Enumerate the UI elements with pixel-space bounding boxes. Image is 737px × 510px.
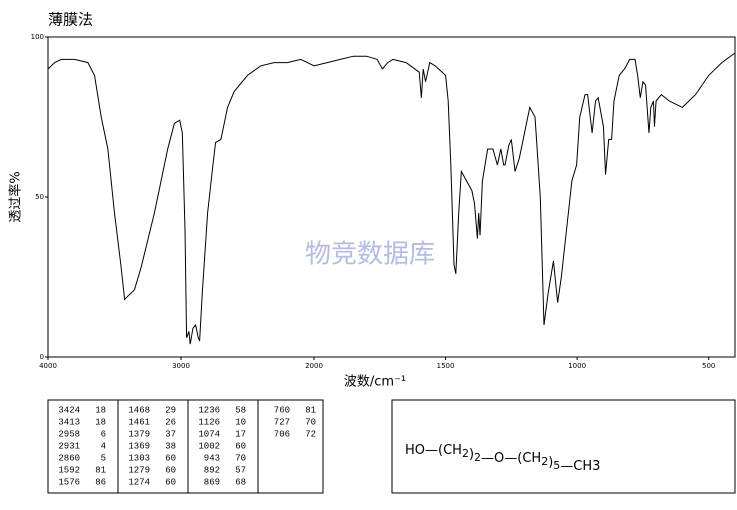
x-tick-label: 3000 bbox=[172, 362, 190, 370]
peak-transmittance: 70 bbox=[235, 453, 246, 463]
peak-transmittance: 18 bbox=[95, 405, 106, 415]
formula-box bbox=[391, 399, 736, 494]
formula-part: 2 bbox=[541, 455, 548, 468]
formula-part: ) bbox=[469, 447, 474, 462]
peak-wavenumber: 943 bbox=[204, 453, 220, 463]
peak-transmittance: 60 bbox=[165, 453, 176, 463]
formula-part: 2 bbox=[462, 447, 469, 460]
peak-transmittance: 26 bbox=[165, 417, 176, 427]
peak-transmittance: 10 bbox=[235, 417, 246, 427]
y-tick-label: 100 bbox=[31, 33, 44, 41]
formula-part: —O—(CH bbox=[481, 451, 541, 466]
spectrum-line bbox=[47, 52, 736, 345]
peak-wavenumber: 760 bbox=[274, 405, 290, 415]
peak-wavenumber: 869 bbox=[204, 477, 220, 487]
peak-transmittance: 81 bbox=[305, 405, 316, 415]
peak-transmittance: 4 bbox=[101, 441, 106, 451]
peak-transmittance: 60 bbox=[165, 477, 176, 487]
formula: HO—(CH2)2—O—(CH2)5—CH3 bbox=[405, 443, 600, 474]
formula-part: HO—(CH bbox=[405, 443, 462, 458]
peak-transmittance: 18 bbox=[95, 417, 106, 427]
peak-wavenumber: 1303 bbox=[128, 453, 150, 463]
x-tick-label: 1500 bbox=[437, 362, 455, 370]
peak-transmittance: 58 bbox=[235, 405, 246, 415]
peak-transmittance: 68 bbox=[235, 477, 246, 487]
peak-transmittance: 86 bbox=[95, 477, 106, 487]
formula-part: 2 bbox=[474, 451, 481, 464]
y-tick-label: 50 bbox=[35, 193, 44, 201]
x-tick-label: 500 bbox=[702, 362, 715, 370]
peak-transmittance: 5 bbox=[101, 453, 106, 463]
peak-wavenumber: 2931 bbox=[58, 441, 80, 451]
chart-title: 薄膜法 bbox=[48, 11, 93, 29]
peak-wavenumber: 1576 bbox=[58, 477, 80, 487]
y-axis-label: 透过率% bbox=[8, 171, 24, 222]
peak-transmittance: 81 bbox=[95, 465, 106, 475]
peak-transmittance: 60 bbox=[235, 441, 246, 451]
peak-transmittance: 60 bbox=[165, 465, 176, 475]
peak-transmittance: 29 bbox=[165, 405, 176, 415]
peak-transmittance: 37 bbox=[165, 429, 176, 439]
peak-transmittance: 57 bbox=[235, 465, 246, 475]
peak-wavenumber: 706 bbox=[274, 429, 290, 439]
x-axis-label: 波数/cm⁻¹ bbox=[344, 375, 406, 390]
peak-wavenumber: 727 bbox=[274, 417, 290, 427]
peak-wavenumber: 2958 bbox=[58, 429, 80, 439]
peak-transmittance: 6 bbox=[101, 429, 106, 439]
peak-transmittance: 72 bbox=[305, 429, 316, 439]
table-frame bbox=[47, 399, 324, 494]
x-tick-label: 4000 bbox=[39, 362, 57, 370]
peak-wavenumber: 1002 bbox=[198, 441, 220, 451]
x-tick-label: 1000 bbox=[568, 362, 586, 370]
peak-wavenumber: 3424 bbox=[58, 405, 80, 415]
peak-wavenumber: 1279 bbox=[128, 465, 150, 475]
formula-part: ) bbox=[548, 455, 553, 470]
peak-wavenumber: 1236 bbox=[198, 405, 220, 415]
formula-part: 5 bbox=[553, 459, 560, 472]
peak-wavenumber: 1369 bbox=[128, 441, 150, 451]
x-tick-label: 2000 bbox=[305, 362, 323, 370]
peak-transmittance: 17 bbox=[235, 429, 246, 439]
peak-wavenumber: 1461 bbox=[128, 417, 150, 427]
peak-transmittance: 38 bbox=[165, 441, 176, 451]
peak-wavenumber: 1592 bbox=[58, 465, 80, 475]
peak-wavenumber: 892 bbox=[204, 465, 220, 475]
y-tick-label: 0 bbox=[40, 353, 44, 361]
peak-wavenumber: 1074 bbox=[198, 429, 220, 439]
plot-frame bbox=[47, 36, 736, 358]
peak-wavenumber: 1274 bbox=[128, 477, 150, 487]
peak-transmittance: 70 bbox=[305, 417, 316, 427]
formula-part: —CH3 bbox=[560, 459, 600, 474]
peak-wavenumber: 1126 bbox=[198, 417, 220, 427]
peak-wavenumber: 3413 bbox=[58, 417, 80, 427]
peak-wavenumber: 1379 bbox=[128, 429, 150, 439]
watermark: 物竞数据库 bbox=[305, 240, 435, 270]
peak-wavenumber: 2860 bbox=[58, 453, 80, 463]
peak-wavenumber: 1468 bbox=[128, 405, 150, 415]
